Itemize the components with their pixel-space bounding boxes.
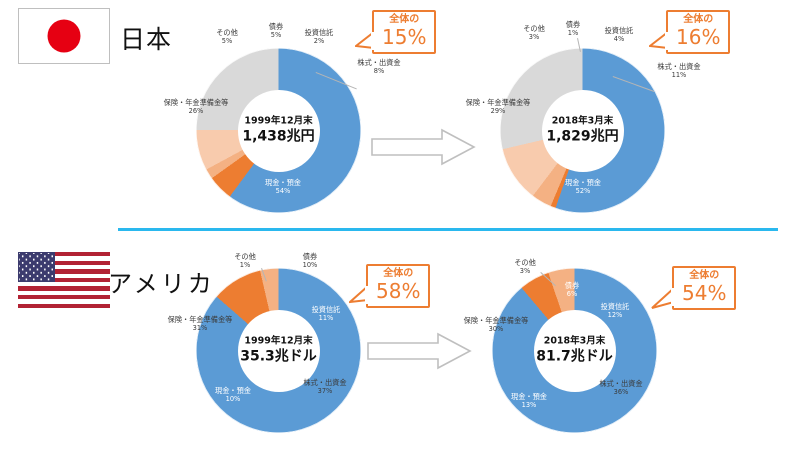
slice-label-bonds: 債券 6%: [564, 281, 580, 299]
slice-label-investment-trust: 投資信託 11%: [311, 305, 341, 323]
callout-japan-2018: 全体の 16%: [649, 10, 731, 54]
center-date: 1999年12月末: [244, 335, 313, 346]
callout-tail-icon: [355, 32, 379, 50]
callout-box: 全体の 16%: [666, 10, 731, 54]
slice-label-insurance: 保険・年金準備金等 31%: [167, 315, 233, 333]
slice-label-bonds: 債券 1%: [565, 20, 581, 38]
slice-label-investment-trust: 投資信託 4%: [604, 26, 634, 44]
center-date: 2018年3月末: [543, 335, 606, 346]
callout-label: 全体の: [683, 14, 714, 25]
callout-usa-1999: 全体の 58%: [349, 264, 431, 308]
donut-chart-japan-2018: 2018年3月末 1,829兆円: [500, 48, 665, 213]
center-amount: 35.3兆ドル: [240, 348, 317, 365]
callout-box: 全体の 15%: [372, 10, 437, 54]
slice-label-cash: 現金・預金 52%: [565, 178, 601, 196]
callout-label: 全体の: [689, 270, 720, 281]
callout-value: 15%: [382, 24, 427, 49]
callout-usa-2018: 全体の 54%: [651, 266, 737, 310]
callout-tail-icon: [649, 32, 673, 50]
donut-chart-japan-1999: 1999年12月末 1,438兆円: [196, 48, 361, 213]
donut-chart-usa-1999: 1999年12月末 35.3兆ドル: [196, 268, 361, 433]
donut-hole: [237, 89, 320, 172]
slice-label-equity: 株式・出資金 8%: [357, 58, 401, 76]
center-amount: 1,829兆円: [546, 128, 619, 145]
slice-label-equity: 株式・出資金 36%: [599, 379, 643, 397]
donut-center-label-japan-1999: 1999年12月末 1,438兆円: [242, 115, 314, 146]
slice-label-insurance: 保険・年金準備金等 26%: [163, 98, 229, 116]
usa-flag-stripes: [18, 252, 110, 308]
slice-label-cash: 現金・預金 13%: [511, 392, 547, 410]
donut-hole: [541, 89, 624, 172]
slice-label-equity: 株式・出資金 37%: [303, 378, 347, 396]
donut-chart-usa-2018: 2018年3月末 81.7兆ドル: [492, 268, 657, 433]
donut-center-label-japan-2018: 2018年3月末 1,829兆円: [546, 115, 618, 146]
japan-flag-icon: [18, 8, 110, 64]
japan-flag-disc: [47, 19, 81, 53]
donut-center-label-usa-2018: 2018年3月末 81.7兆ドル: [536, 335, 613, 366]
slice-label-investment-trust: 投資信託 12%: [600, 302, 630, 320]
donut-hole: [533, 309, 616, 392]
slice-label-other: その他 3%: [514, 258, 536, 276]
callout-value: 54%: [682, 280, 727, 305]
right-arrow-icon: [367, 332, 472, 370]
center-date: 1999年12月末: [244, 115, 313, 126]
right-arrow-icon: [371, 128, 476, 166]
donut-center-label-usa-1999: 1999年12月末 35.3兆ドル: [240, 335, 317, 366]
callout-value: 16%: [676, 24, 721, 49]
slice-label-bonds: 債券 10%: [302, 252, 318, 270]
callout-label: 全体の: [389, 14, 420, 25]
country-title-america: アメリカ: [108, 270, 215, 298]
callout-box: 全体の 58%: [366, 264, 431, 308]
slice-label-insurance: 保険・年金準備金等 29%: [465, 98, 531, 116]
slice-label-other: その他 5%: [216, 28, 238, 46]
slice-label-equity: 株式・出資金 11%: [657, 62, 701, 80]
slice-label-cash: 現金・預金 54%: [265, 178, 301, 196]
country-title-japan: 日本: [120, 25, 173, 54]
slice-label-insurance: 保険・年金準備金等 30%: [463, 316, 529, 334]
callout-tail-icon: [651, 288, 679, 309]
callout-japan-1999: 全体の 15%: [355, 10, 437, 54]
usa-flag-icon: [18, 252, 110, 308]
donut-hole: [237, 309, 320, 392]
transition-arrow-usa: [366, 332, 472, 370]
slice-label-other: その他 1%: [234, 252, 256, 270]
usa-flag-canton: [18, 252, 55, 283]
callout-tail-icon: [349, 286, 373, 304]
center-amount: 1,438兆円: [242, 128, 315, 145]
transition-arrow-japan: [370, 128, 476, 166]
callout-value: 58%: [376, 278, 421, 303]
slice-label-other: その他 3%: [523, 24, 545, 42]
center-amount: 81.7兆ドル: [536, 348, 613, 365]
slice-label-bonds: 債券 5%: [268, 22, 284, 40]
slice-label-cash: 現金・預金 10%: [215, 386, 251, 404]
section-divider: [118, 228, 778, 231]
callout-box: 全体の 54%: [672, 266, 737, 310]
slice-label-investment-trust: 投資信託 2%: [304, 28, 334, 46]
callout-label: 全体の: [383, 268, 414, 279]
center-date: 2018年3月末: [551, 115, 614, 126]
